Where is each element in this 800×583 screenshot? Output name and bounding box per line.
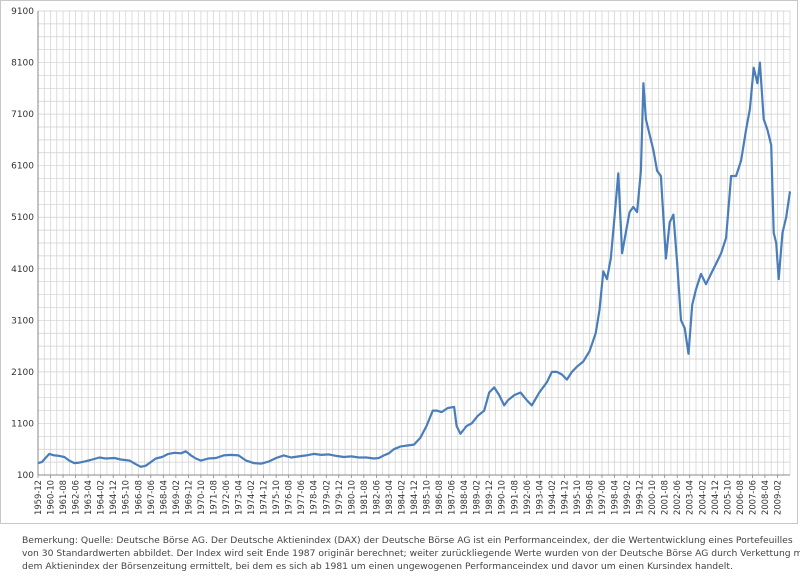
y-tick-label: 6100	[11, 162, 34, 172]
x-tick-label: 1970-10	[196, 480, 206, 515]
x-tick-label: 2000-10	[647, 480, 657, 515]
x-tick-label: 1990-10	[497, 480, 507, 515]
x-tick-label: 1974-12	[259, 480, 269, 515]
x-tick-label: 2001-08	[660, 480, 670, 515]
x-tick-label: 1963-04	[83, 480, 93, 515]
y-tick-label: 100	[17, 471, 34, 481]
x-tick-label: 1992-06	[522, 480, 532, 515]
x-tick-label: 1977-06	[296, 480, 306, 515]
x-tick-label: 1983-04	[384, 480, 394, 515]
x-tick-label: 1971-08	[208, 480, 218, 515]
x-tick-label: 1967-06	[146, 480, 156, 515]
note-line-2: von 30 Standardwerten abbildet. Der Inde…	[22, 548, 800, 559]
note-line-1: Bemerkung: Quelle: Deutsche Börse AG. De…	[22, 535, 793, 546]
x-tick-label: 1995-10	[572, 480, 582, 515]
x-tick-label: 1979-12	[334, 480, 344, 515]
y-tick-label: 4100	[11, 265, 34, 275]
x-tick-label: 1991-08	[509, 480, 519, 515]
x-tick-label: 1962-06	[71, 480, 81, 515]
y-tick-label: 1100	[11, 419, 34, 429]
x-tick-label: 2005-10	[722, 480, 732, 515]
x-tick-label: 2009-02	[772, 480, 782, 515]
y-tick-label: 9100	[11, 7, 34, 17]
x-tick-label: 1961-08	[58, 480, 68, 515]
x-tick-label: 1981-08	[359, 480, 369, 515]
x-tick-label: 2004-02	[697, 480, 707, 515]
x-tick-label: 1986-08	[434, 480, 444, 515]
y-tick-label: 5100	[11, 213, 34, 223]
x-tick-label: 1989-12	[484, 480, 494, 515]
x-tick-label: 1987-06	[447, 480, 457, 515]
x-tick-label: 1989-02	[472, 480, 482, 515]
x-tick-label: 1999-12	[635, 480, 645, 515]
x-tick-label: 1960-10	[46, 480, 56, 515]
x-tick-label: 2006-08	[735, 480, 745, 515]
x-tick-label: 1985-10	[422, 480, 432, 515]
x-tick-label: 1969-12	[183, 480, 193, 515]
x-tick-label: 1976-08	[284, 480, 294, 515]
x-tick-label: 1964-12	[108, 480, 118, 515]
x-tick-label: 1984-12	[409, 480, 419, 515]
x-tick-label: 1968-04	[158, 480, 168, 515]
x-tick-label: 1975-10	[271, 480, 281, 515]
x-tick-label: 1964-02	[96, 480, 106, 515]
x-tick-label: 2003-04	[685, 480, 695, 515]
x-tick-label: 2007-06	[747, 480, 757, 515]
y-tick-label: 7100	[11, 110, 34, 120]
x-tick-label: 1979-02	[321, 480, 331, 515]
x-tick-label: 1994-12	[559, 480, 569, 515]
x-tick-label: 1965-10	[121, 480, 131, 515]
x-tick-label: 1998-04	[610, 480, 620, 515]
x-tick-label: 1982-06	[371, 480, 381, 515]
x-tick-label: 2002-06	[672, 480, 682, 515]
y-tick-label: 2100	[11, 368, 34, 378]
note-line-3: dem Aktienindex der Börsenzeitung ermitt…	[22, 561, 733, 572]
dax-line-chart: 100 1100 2100 3100 4100 5100 6100 7100 8100 9100 1…	[11, 7, 792, 515]
x-tick-label: 1999-02	[622, 480, 632, 515]
x-tick-label: 1993-04	[534, 480, 544, 515]
x-tick-label: 1997-06	[597, 480, 607, 515]
x-tick-label: 2008-04	[760, 480, 770, 515]
x-tick-label: 1984-02	[396, 480, 406, 515]
dax-series-line	[37, 61, 792, 468]
x-tick-label: 1994-02	[547, 480, 557, 515]
x-tick-label: 1959-12	[33, 480, 43, 515]
x-tick-label: 1978-04	[309, 480, 319, 515]
x-tick-label: 1973-04	[234, 480, 244, 515]
x-tick-label: 1972-06	[221, 480, 231, 515]
x-tick-label: 1988-04	[459, 480, 469, 515]
source-note: Bemerkung: Quelle: Deutsche Börse AG. De…	[22, 534, 800, 573]
x-tick-label: 1974-02	[246, 480, 256, 515]
x-tick-label: 1996-08	[584, 480, 594, 515]
y-tick-label: 8100	[11, 59, 34, 69]
x-tick-label: 1980-10	[346, 480, 356, 515]
x-tick-label: 2004-12	[710, 480, 720, 515]
x-tick-label: 1966-08	[133, 480, 143, 515]
x-tick-label: 1969-02	[171, 480, 181, 515]
y-tick-label: 3100	[11, 316, 34, 326]
